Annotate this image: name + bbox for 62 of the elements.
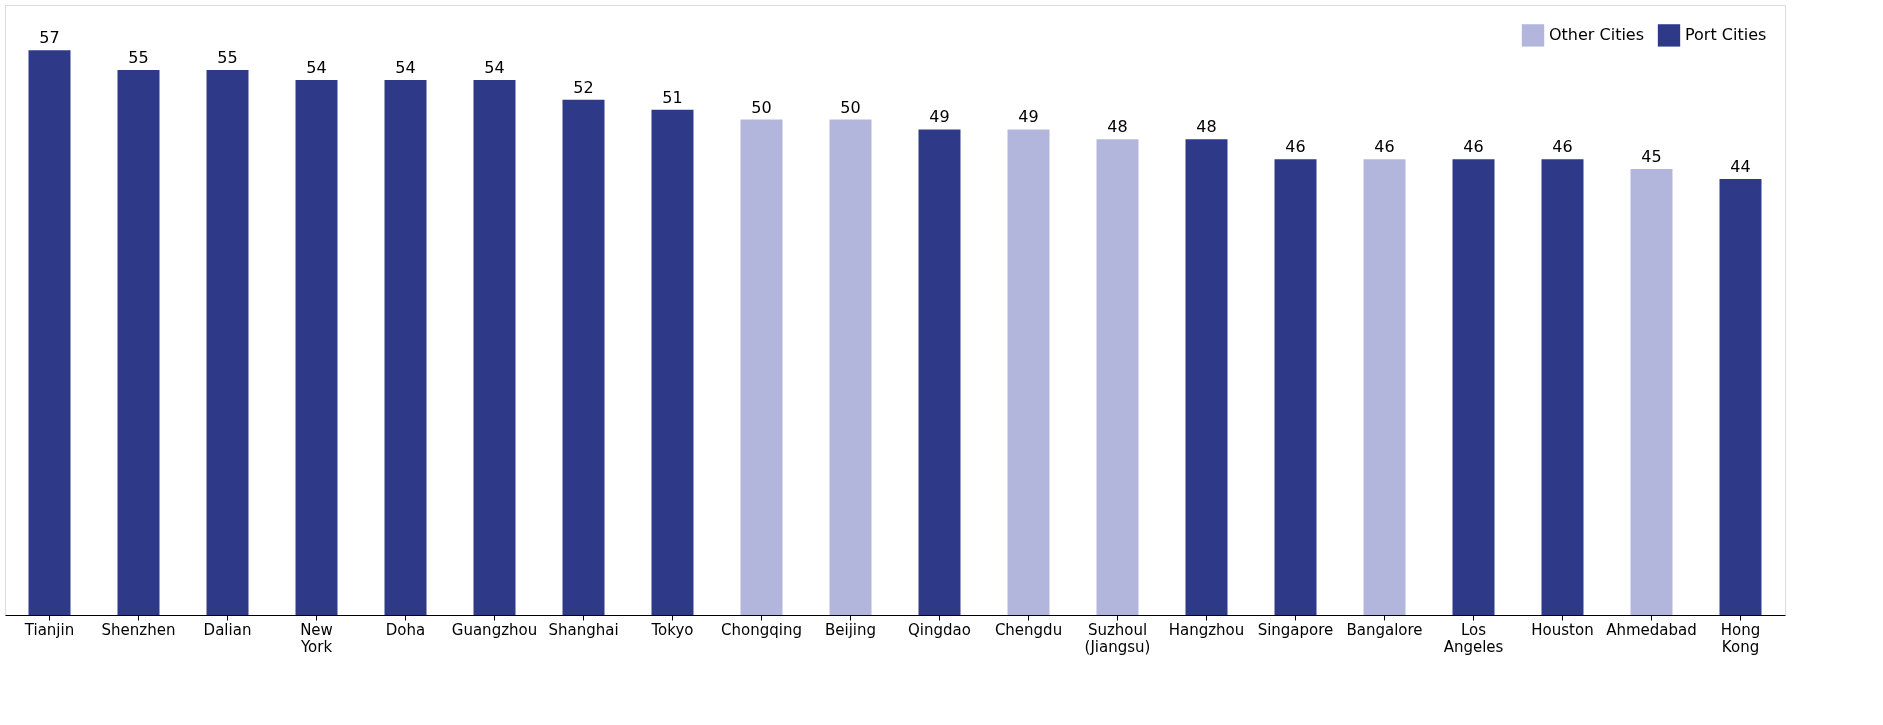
data-label: 46 <box>1285 137 1306 157</box>
data-label: 46 <box>1552 137 1573 157</box>
x-tick-label: Hong Kong <box>1720 620 1761 656</box>
bar <box>1541 159 1584 615</box>
bar <box>829 119 872 615</box>
bar <box>1363 159 1406 615</box>
x-tick-label: Chengdu <box>994 620 1063 639</box>
x-tick-label: Houston <box>1531 620 1594 639</box>
data-label: 55 <box>128 48 149 67</box>
bar <box>1630 169 1673 615</box>
bar <box>1096 139 1139 615</box>
bar <box>295 79 338 615</box>
bar <box>1452 159 1495 615</box>
x-tick-label: Tianjin <box>23 620 75 639</box>
legend-label: Other Cities <box>1549 25 1645 45</box>
bar <box>28 50 71 615</box>
data-label: 52 <box>573 77 594 97</box>
data-label: 45 <box>1641 147 1662 167</box>
bar <box>473 79 516 615</box>
x-tick-label: Beijing <box>824 620 877 639</box>
x-tick-label: Shanghai <box>548 620 619 639</box>
data-label: 49 <box>929 107 950 127</box>
bar <box>1274 159 1317 615</box>
x-tick-label: Hangzhou <box>1168 620 1245 639</box>
bar <box>1007 129 1050 615</box>
data-label: 46 <box>1374 137 1395 157</box>
x-tick-label: Doha <box>385 620 426 639</box>
data-label: 57 <box>39 28 60 48</box>
data-label: 54 <box>395 57 416 77</box>
bar <box>562 99 605 615</box>
bar <box>206 70 249 615</box>
x-tick-label: Tokyo <box>650 620 694 639</box>
x-tick-label: Chongqing <box>721 620 802 639</box>
bar <box>1719 179 1762 615</box>
data-label: 44 <box>1730 157 1751 176</box>
bar <box>740 119 783 615</box>
data-label: 49 <box>1018 107 1039 127</box>
bar <box>651 109 694 615</box>
x-tick-label: Guangzhou <box>451 620 538 639</box>
data-label: 51 <box>662 87 683 107</box>
x-tick-label: Bangalore <box>1346 620 1423 639</box>
x-tick-label: Suzhoul (Jiangsu) <box>1084 620 1151 656</box>
data-label: 54 <box>306 57 327 77</box>
x-tick-label: New York <box>299 620 333 656</box>
data-label: 50 <box>840 97 861 117</box>
bar <box>1185 139 1228 615</box>
bar <box>117 70 160 615</box>
data-label: 55 <box>217 48 238 67</box>
legend-label: Port Cities <box>1685 25 1767 45</box>
x-tick-label: Ahmedabad <box>1606 620 1697 639</box>
x-tick-label: Singapore <box>1257 620 1334 639</box>
bar <box>384 79 427 615</box>
x-tick-label: Shenzhen <box>101 620 176 639</box>
x-tick-label: Dalian <box>203 620 252 639</box>
bar <box>918 129 961 615</box>
x-tick-label: Qingdao <box>908 620 971 639</box>
data-label: 48 <box>1107 117 1128 137</box>
data-label: 54 <box>484 57 505 77</box>
data-label: 46 <box>1463 137 1484 157</box>
x-tick-label: Los Angeles <box>1443 620 1504 656</box>
data-label: 50 <box>751 97 772 117</box>
data-label: 48 <box>1196 117 1217 137</box>
